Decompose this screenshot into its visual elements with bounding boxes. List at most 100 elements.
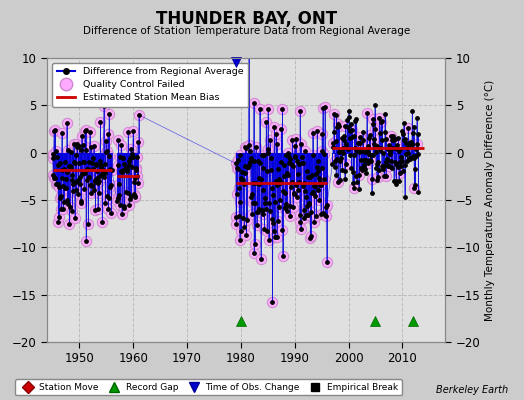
Point [299, 160, 307, 166]
Point [275, 176, 283, 182]
Point [95, 173, 104, 179]
Point [360, 162, 368, 168]
Point [275, 204, 283, 210]
Point [320, 176, 329, 182]
Point [386, 151, 394, 158]
Point [129, 179, 138, 185]
Point [244, 164, 252, 170]
Point [264, 146, 272, 152]
Point [278, 106, 287, 112]
Point [277, 126, 286, 132]
Point [243, 216, 251, 223]
Point [100, 160, 108, 167]
Point [123, 168, 131, 174]
Point [70, 159, 79, 166]
Point [336, 158, 344, 164]
Point [277, 126, 286, 132]
Point [115, 192, 123, 198]
Point [385, 142, 394, 148]
Point [290, 190, 298, 197]
Point [243, 164, 252, 170]
Point [276, 178, 285, 185]
Point [365, 151, 373, 157]
Point [273, 182, 281, 189]
Point [293, 171, 302, 177]
Point [373, 177, 381, 184]
Point [72, 152, 81, 158]
Point [298, 154, 306, 160]
Point [97, 170, 106, 177]
Point [245, 162, 253, 168]
Legend: Difference from Regional Average, Quality Control Failed, Estimated Station Mean: Difference from Regional Average, Qualit… [52, 63, 248, 107]
Point [297, 141, 305, 147]
Point [133, 173, 141, 179]
Point [354, 147, 362, 154]
Point [71, 160, 79, 166]
Point [97, 164, 105, 170]
Point [63, 169, 71, 175]
Point [397, 163, 405, 169]
Point [62, 119, 71, 126]
Point [262, 119, 270, 126]
Point [56, 195, 64, 202]
Point [67, 149, 75, 155]
Point [104, 153, 113, 159]
Point [410, 185, 419, 192]
Point [387, 132, 396, 139]
Point [318, 148, 326, 154]
Point [405, 154, 413, 161]
Point [283, 208, 291, 214]
Point [54, 214, 63, 220]
Point [306, 235, 314, 241]
Point [234, 166, 243, 172]
Point [319, 105, 327, 112]
Point [132, 165, 140, 172]
Point [132, 166, 140, 173]
Point [410, 154, 418, 161]
Point [125, 158, 134, 164]
Point [56, 160, 64, 166]
Point [235, 237, 244, 244]
Point [374, 174, 382, 180]
Point [74, 191, 82, 197]
Point [392, 178, 400, 184]
Point [358, 128, 367, 135]
Point [122, 165, 130, 171]
Point [341, 168, 349, 174]
Point [356, 134, 364, 140]
Point [257, 256, 265, 262]
Point [90, 187, 99, 194]
Point [314, 168, 322, 174]
Point [119, 155, 127, 161]
Point [309, 130, 317, 136]
Point [264, 150, 272, 156]
Point [75, 181, 84, 188]
Point [334, 179, 342, 186]
Point [376, 147, 385, 153]
Point [71, 215, 79, 222]
Point [363, 146, 372, 152]
Point [127, 150, 136, 157]
Point [61, 158, 69, 165]
Point [84, 166, 92, 172]
Point [367, 190, 376, 197]
Point [239, 177, 247, 184]
Point [330, 129, 339, 135]
Point [409, 124, 418, 130]
Point [77, 200, 85, 206]
Point [122, 189, 130, 196]
Point [292, 158, 301, 164]
Point [413, 140, 421, 147]
Point [117, 168, 125, 174]
Point [127, 150, 136, 157]
Point [257, 176, 265, 182]
Point [94, 180, 102, 186]
Point [278, 227, 286, 234]
Point [134, 139, 142, 145]
Point [355, 148, 363, 155]
Point [75, 142, 83, 149]
Point [71, 160, 79, 166]
Point [118, 169, 126, 175]
Point [392, 146, 401, 152]
Point [128, 163, 136, 170]
